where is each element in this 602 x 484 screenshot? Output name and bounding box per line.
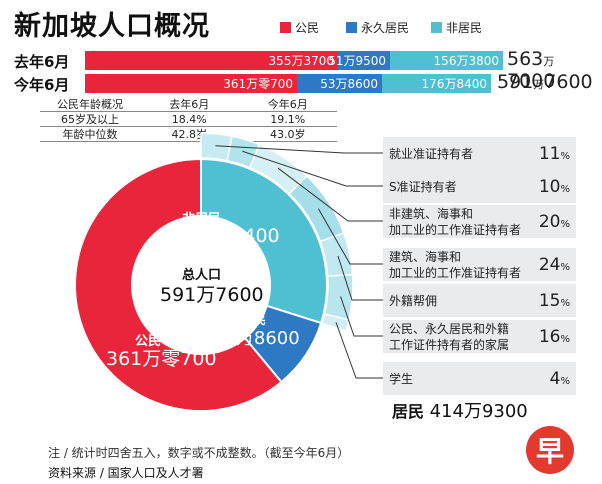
nonres-category-label: S准证持有者: [389, 179, 457, 194]
legend-label-citizen: 公民: [295, 20, 320, 35]
legend-citizen: 公民: [280, 20, 320, 35]
table-row: 年龄中位数 42.8岁 43.0岁: [40, 127, 337, 141]
table-cell: 18.4%: [171, 112, 207, 126]
bar-total: 591万7600: [497, 71, 593, 93]
donut-center-label: 总人口: [182, 268, 222, 283]
table-cell: 43.0岁: [270, 128, 306, 141]
legend-nonres: 非居民: [431, 20, 483, 35]
total-unit: 万: [543, 55, 555, 68]
nonres-category-percent: 20%: [538, 211, 570, 232]
nonres-category-percent: 11%: [538, 143, 570, 164]
connector-line: [215, 145, 383, 154]
divider: [40, 126, 337, 127]
legend-swatch-pr: [346, 21, 357, 33]
total-rest: 7600: [544, 71, 593, 93]
donut-value-nonres: 176万8400: [176, 225, 280, 247]
nonres-category-label: 就业准证持有者: [389, 146, 474, 161]
footnote: 注 / 统计时四舍五入，数字或不成整数。（截至今年6月）: [48, 446, 350, 460]
bar-row-label: 去年6月: [14, 53, 70, 71]
residents-value: 414万9300: [429, 401, 528, 422]
bar-segment-citizen: 355万3700: [85, 51, 338, 70]
connector-line: [335, 322, 383, 379]
total-rest: 7000: [507, 70, 556, 92]
nonres-category-percent: 10%: [538, 176, 570, 197]
nonres-category-label: 外籍帮佣: [389, 293, 438, 308]
donut-label-citizen: 公民: [135, 334, 162, 349]
table-cell: 19.1%: [270, 112, 306, 126]
legend-label-nonres: 非居民: [446, 20, 483, 35]
total-unit: 万: [533, 78, 545, 91]
newspaper-logo: 早: [526, 426, 574, 474]
bar-row-this-year: 361万零700 53万8600 176万8400: [85, 74, 491, 93]
nonres-category-item: 就业准证持有者 11%: [383, 137, 576, 170]
donut-center-value: 591万7600: [160, 284, 264, 306]
nonres-category-percent: 15%: [538, 290, 570, 311]
nonres-category-percent: 16%: [538, 326, 570, 347]
nonres-category-item: S准证持有者 10%: [383, 170, 576, 203]
table-cell: 年龄中位数: [62, 128, 118, 141]
bar-segment-pr: 51万9500: [328, 51, 390, 70]
page-title: 新加坡人口概况: [14, 11, 210, 42]
bar-segment-citizen: 361万零700: [85, 74, 297, 93]
total-main: 591: [497, 71, 534, 93]
nonres-category-item: 非建筑、海事和 加工业的工作准证持有者 20%: [383, 205, 576, 238]
donut-value-pr: 53万8600: [213, 328, 300, 349]
nonres-category-item: 建筑、海事和 加工业的工作准证持有者 24%: [383, 248, 576, 281]
divider: [40, 141, 337, 142]
connector-line: [277, 167, 383, 222]
nonres-category-item: 公民、永久居民和外籍 工作证件持有者的家属 16%: [383, 320, 576, 353]
table-cell: 65岁及以上: [61, 113, 119, 126]
table-cell: 42.8岁: [171, 128, 208, 141]
nonres-category-item: 学生 4%: [383, 362, 576, 395]
residents-label: 居民: [392, 402, 425, 421]
bar-segment-nonres: 176万8400: [382, 74, 491, 93]
nonres-category-label: 学生: [389, 371, 414, 386]
connector-lines: [215, 145, 383, 379]
table-header-cell: 今年6月: [267, 98, 308, 111]
legend-swatch-citizen: [280, 21, 291, 33]
nonres-category-item: 外籍帮佣 15%: [383, 284, 576, 317]
age-table: 公民年龄概况 去年6月 今年6月 65岁及以上 18.4% 19.1% 年龄中位…: [40, 97, 337, 142]
total-main: 563: [507, 48, 544, 70]
bar-row-label: 今年6月: [14, 76, 70, 94]
table-header-cell: 去年6月: [169, 98, 210, 111]
donut-hole: [132, 216, 270, 354]
nonres-category-percent: 24%: [538, 254, 570, 275]
bar-segment-nonres: 156万3800: [390, 51, 503, 70]
donut-label-pr: 永久居民: [218, 313, 267, 327]
nonres-category-label: 建筑、海事和 加工业的工作准证持有者: [389, 249, 522, 280]
donut-label-nonres: 非居民: [182, 212, 222, 227]
residents-total: 居民 414万9300: [392, 397, 528, 423]
source: 资料来源 / 国家人口及人才署: [48, 466, 204, 480]
bar-segment-pr: 53万8600: [297, 74, 382, 93]
connector-line: [337, 255, 383, 301]
connector-line: [318, 208, 383, 265]
legend-label-pr: 永久居民: [361, 20, 410, 35]
donut-value-citizen: 361万零700: [106, 348, 217, 370]
nonres-category-label: 公民、永久居民和外籍 工作证件持有者的家属: [389, 321, 510, 352]
table-header-cell: 公民年龄概况: [57, 98, 123, 111]
table-header: 公民年龄概况 去年6月 今年6月: [40, 97, 337, 111]
connector-line: [340, 296, 383, 337]
legend-pr: 永久居民: [346, 20, 410, 35]
outer-ring-segment: [323, 273, 354, 321]
connector-line: [242, 150, 383, 187]
table-row: 65岁及以上 18.4% 19.1%: [40, 112, 337, 127]
legend-swatch-nonres: [431, 21, 442, 33]
bar-row-last-year: 355万3700 51万9500 156万3800: [85, 51, 503, 70]
nonres-category-percent: 4%: [549, 368, 570, 389]
bar-total: 563万7000: [507, 48, 602, 92]
nonres-category-label: 非建筑、海事和 加工业的工作准证持有者: [389, 206, 522, 237]
divider: [40, 111, 337, 112]
